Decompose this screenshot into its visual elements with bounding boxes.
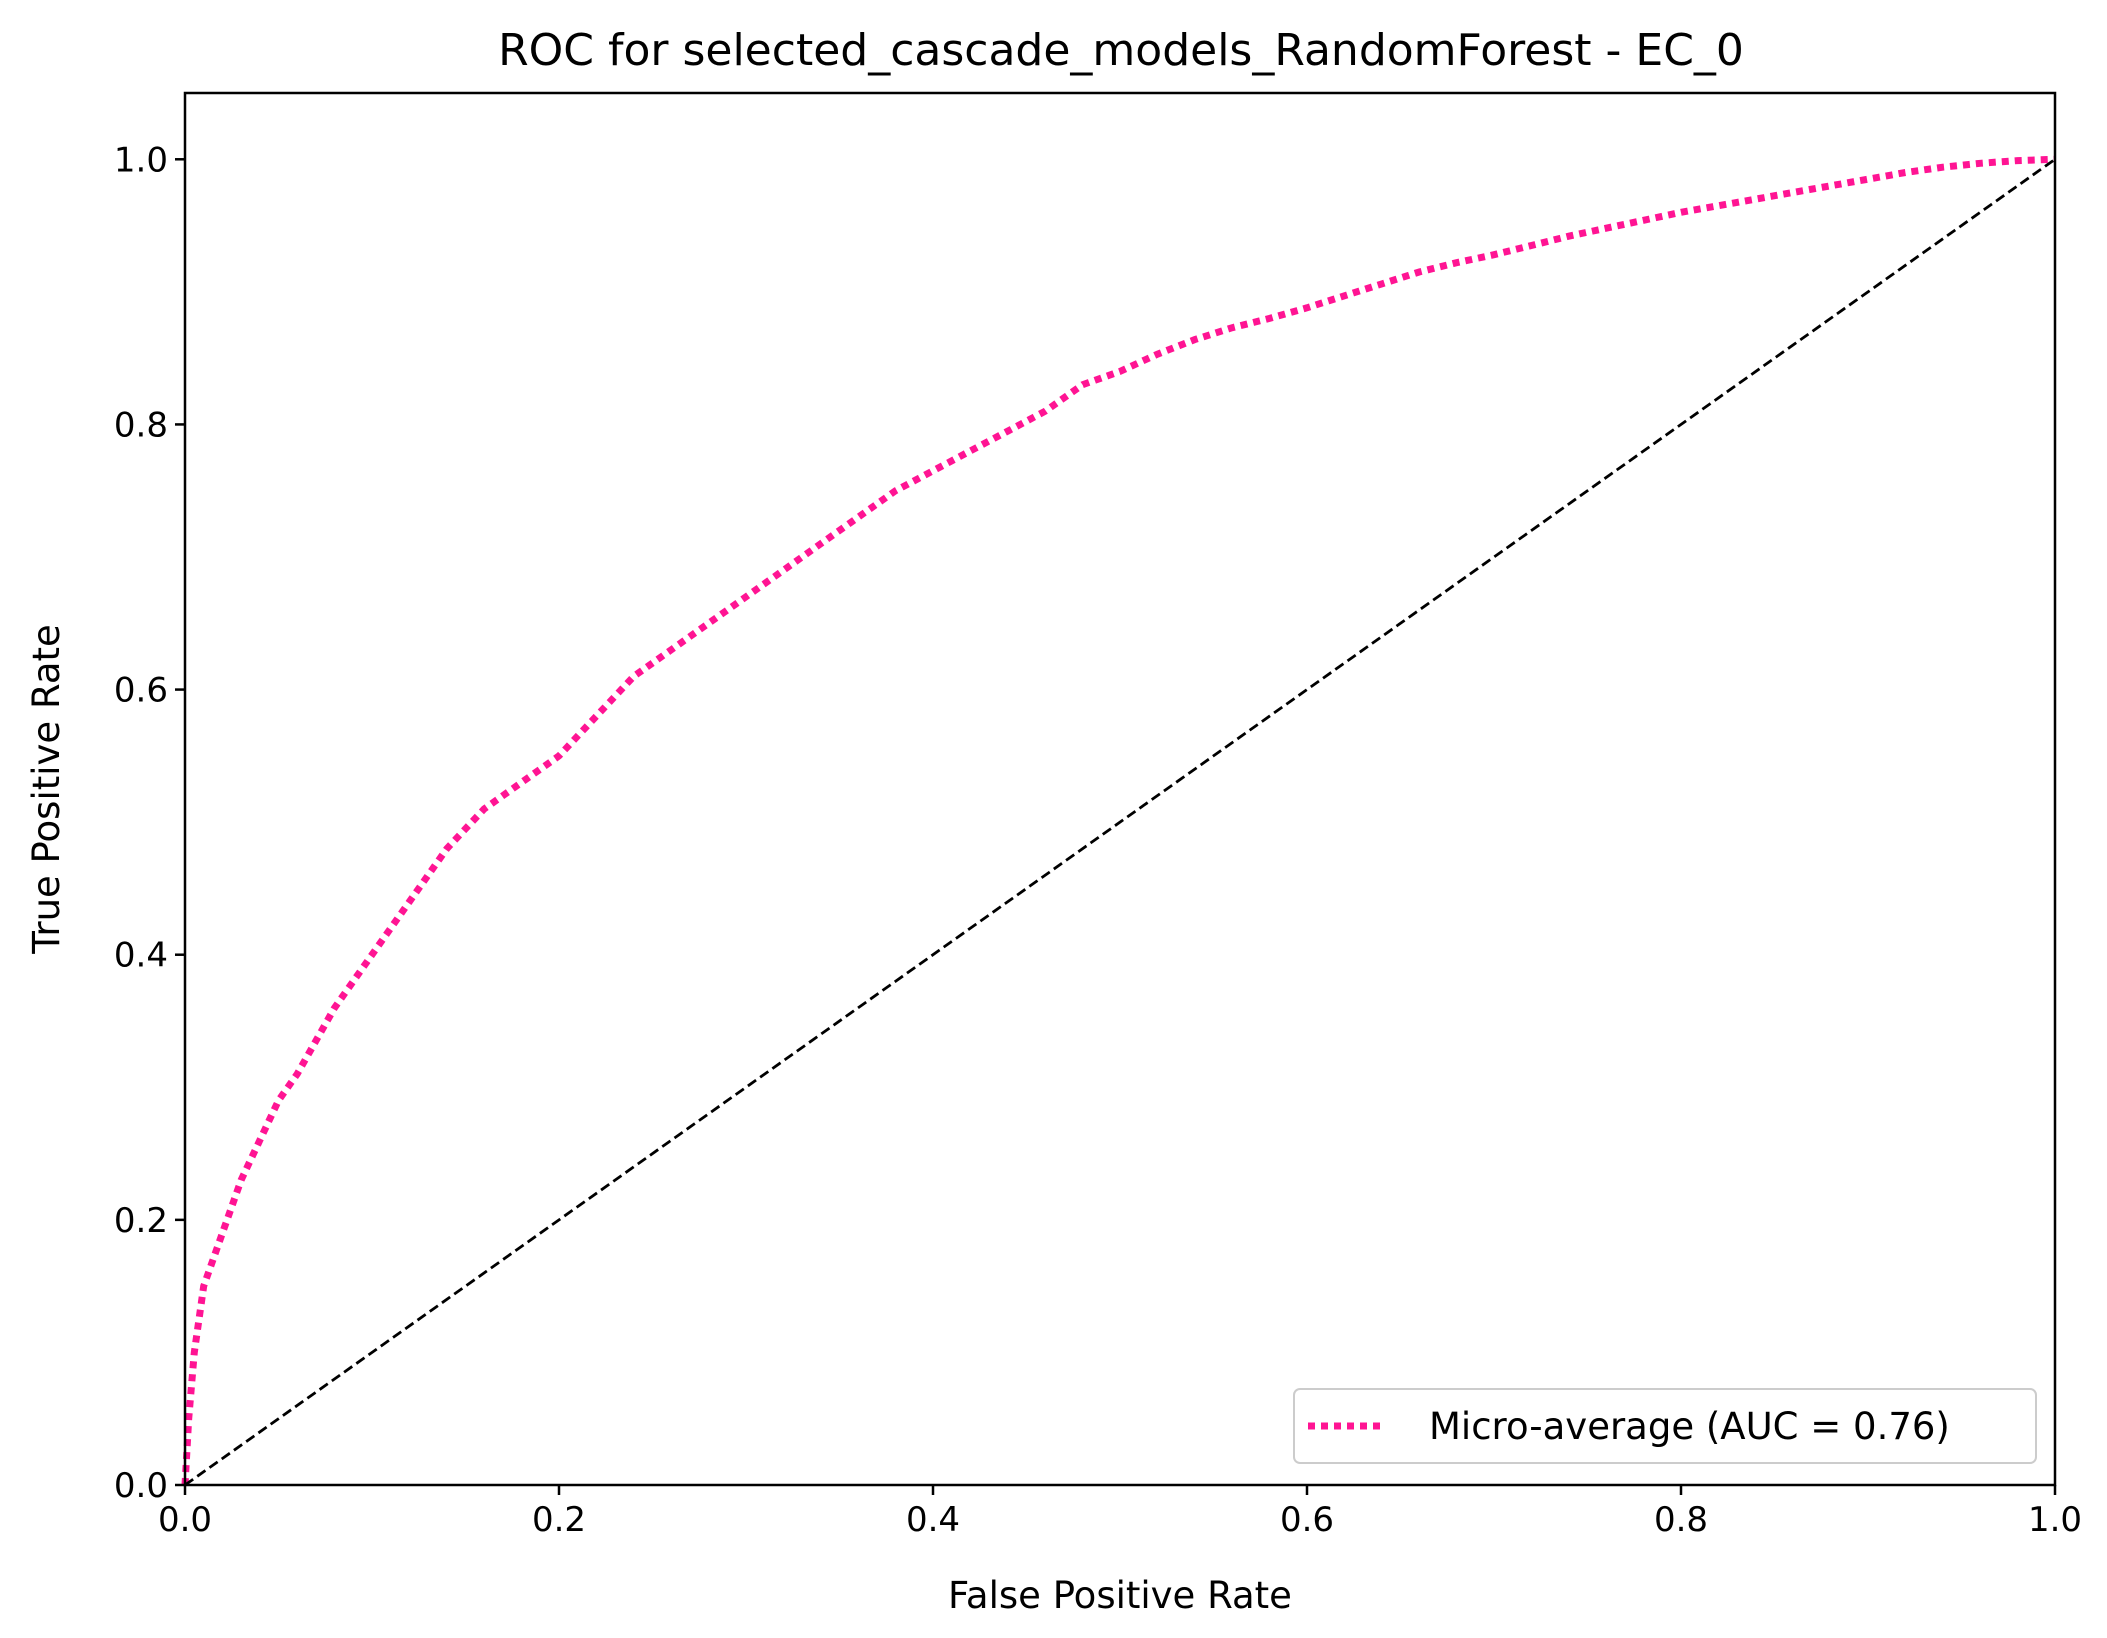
y-tick-label: 0.2 xyxy=(114,1201,168,1241)
x-tick-label: 0.0 xyxy=(158,1500,212,1540)
y-axis-label: True Positive Rate xyxy=(25,624,68,955)
y-tick-label: 0.4 xyxy=(114,936,168,976)
plot-area xyxy=(181,155,2056,1487)
y-axis: 0.0 0.2 0.4 0.6 0.8 1.0 xyxy=(114,140,185,1506)
micro-average-roc-line xyxy=(181,155,2056,1486)
legend-box xyxy=(1293,1388,2037,1464)
legend-label: Micro-average (AUC = 0.76) xyxy=(1429,1405,1950,1448)
axes-frame xyxy=(183,91,2057,1487)
y-tick-label: 1.0 xyxy=(114,140,168,180)
x-tick-label: 1.0 xyxy=(2028,1500,2082,1540)
x-tick-label: 0.6 xyxy=(1280,1500,1334,1540)
x-axis: 0.0 0.2 0.4 0.6 0.8 1.0 xyxy=(158,1485,2082,1540)
chart-title: ROC for selected_cascade_models_RandomFo… xyxy=(498,25,1744,76)
x-tick-label: 0.8 xyxy=(1654,1500,1708,1540)
y-tick-label: 0.0 xyxy=(114,1466,168,1506)
x-tick-label: 0.4 xyxy=(906,1500,960,1540)
legend: Micro-average (AUC = 0.76) xyxy=(1293,1388,2037,1464)
y-tick-label: 0.6 xyxy=(114,671,168,711)
y-tick-label: 0.8 xyxy=(114,405,168,445)
x-tick-label: 0.2 xyxy=(532,1500,586,1540)
x-axis-label: False Positive Rate xyxy=(948,1574,1292,1617)
chance-diagonal-line xyxy=(184,158,2056,1487)
